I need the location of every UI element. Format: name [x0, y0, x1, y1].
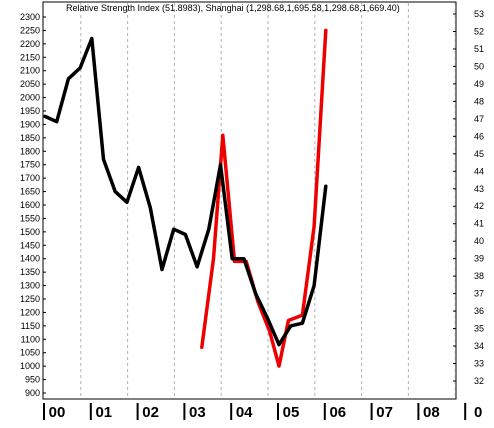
right-tick-label: 48: [474, 96, 484, 106]
left-tick-label: 2000: [20, 93, 40, 103]
left-tick-label: 1100: [21, 334, 40, 344]
left-tick-label: 1000: [20, 361, 40, 371]
left-tick-label: 2250: [20, 25, 40, 35]
left-tick-label: 1300: [20, 281, 40, 291]
left-tick-label: 1800: [20, 146, 40, 156]
right-tick-label: 32: [474, 376, 484, 386]
x-tick-label: 01: [95, 404, 112, 421]
left-tick-label: 1500: [20, 227, 40, 237]
right-tick-label: 42: [474, 201, 484, 211]
right-tick-label: 36: [474, 306, 484, 316]
x-tick-label: 06: [329, 404, 346, 421]
right-tick-label: 40: [474, 236, 484, 246]
series-line: [200, 28, 328, 368]
left-tick-label: 1450: [20, 240, 40, 250]
plot-frame: [42, 1, 457, 400]
left-tick-label: 2100: [20, 66, 40, 76]
right-tick-label: 33: [474, 359, 484, 369]
left-tick-label: 2150: [20, 52, 40, 62]
left-tick-label: 1850: [20, 133, 40, 143]
right-tick-label: 41: [474, 219, 484, 229]
left-axis: 900 950 1000 1050 1100 1150 1200 1250 1300 1350 14…: [20, 12, 46, 398]
x-tick-label: 07: [376, 404, 393, 421]
left-tick-label: 1750: [20, 160, 40, 170]
right-tick-label: 49: [474, 79, 484, 89]
left-tick-label: 2300: [20, 12, 40, 22]
x-tick-label: 02: [142, 404, 159, 421]
left-tick-label: 1700: [20, 173, 40, 183]
left-tick-label: 1400: [20, 254, 40, 264]
x-tick-label: 03: [189, 404, 206, 421]
series-line: [43, 36, 328, 347]
right-tick-label: 52: [474, 26, 484, 36]
chart-title: Relative Strength Index (51.8983), Shang…: [66, 3, 400, 13]
x-tick-label: 08: [423, 404, 440, 421]
x-tick-label: 05: [283, 404, 300, 421]
left-tick-label: 950: [25, 375, 40, 385]
left-tick-label: 1900: [20, 119, 40, 129]
left-tick-label: 1350: [20, 267, 40, 277]
left-tick-label: 1150: [21, 321, 40, 331]
x-tick-label: 04: [236, 404, 253, 421]
left-tick-label: 1550: [20, 213, 40, 223]
x-tick-label: 0: [474, 404, 482, 421]
right-tick-label: 47: [474, 114, 484, 124]
right-tick-label: 45: [474, 149, 484, 159]
right-tick-label: 35: [474, 324, 484, 334]
right-axis: 32 33 34 35 36 37 38 39 40 41 42 43 44 45 46 47 48 49 50 51…: [453, 9, 484, 386]
right-tick-label: 38: [474, 271, 484, 281]
left-tick-label: 1200: [20, 307, 40, 317]
right-tick-label: 34: [474, 341, 484, 351]
left-tick-label: 2050: [20, 79, 40, 89]
x-tick-label: 00: [49, 404, 66, 421]
left-tick-label: 2200: [20, 39, 40, 49]
right-tick-label: 51: [474, 44, 484, 54]
left-tick-label: 900: [25, 388, 40, 398]
left-tick-label: 1950: [20, 106, 40, 116]
right-tick-label: 46: [474, 131, 484, 141]
left-tick-label: 1650: [20, 187, 40, 197]
left-tick-label: 1250: [20, 294, 40, 304]
left-tick-label: 1600: [20, 200, 40, 210]
right-tick-label: 50: [474, 61, 484, 71]
right-tick-label: 37: [474, 289, 484, 299]
right-tick-label: 44: [474, 166, 484, 176]
right-tick-label: 43: [474, 184, 484, 194]
series-layer: [43, 28, 328, 368]
right-tick-label: 53: [474, 9, 484, 19]
x-axis: 00 01 02 03 04 05 06 07 08 0: [43, 403, 482, 421]
left-tick-label: 1050: [20, 348, 40, 358]
right-tick-label: 39: [474, 254, 484, 264]
